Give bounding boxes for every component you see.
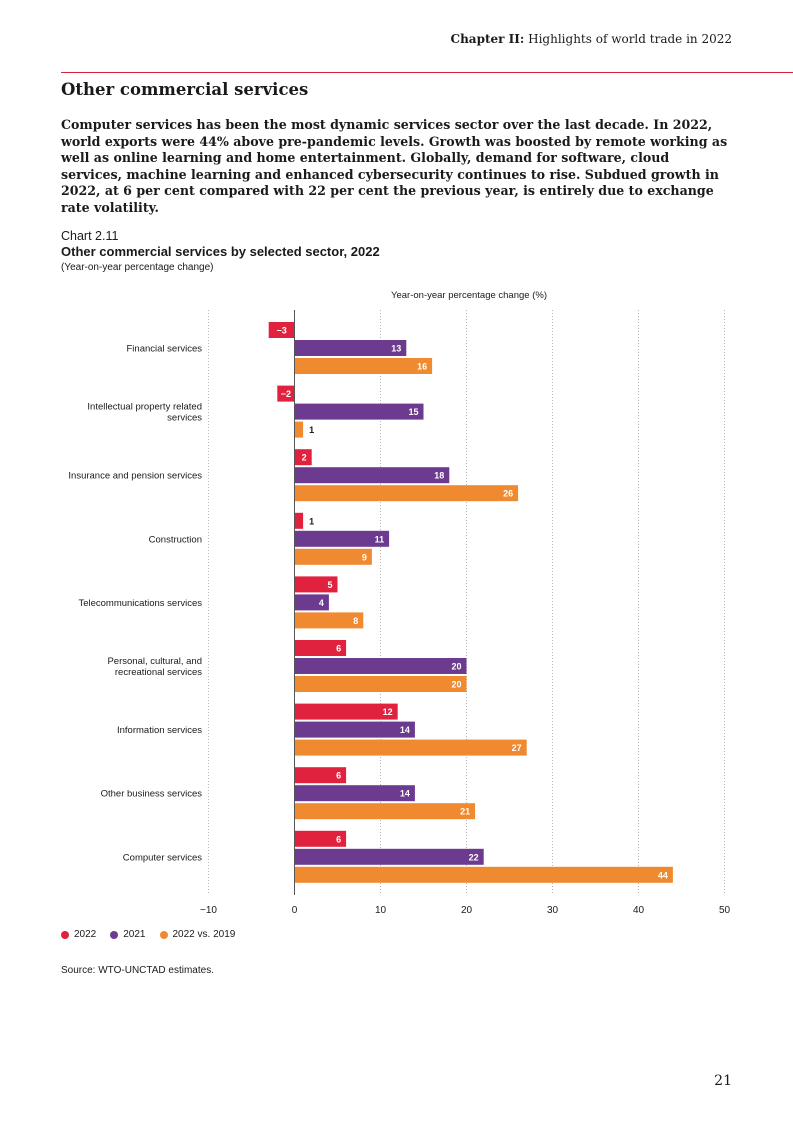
running-header: Chapter II: Highlights of world trade in… — [451, 32, 732, 46]
bar — [294, 403, 424, 420]
legend-label-2021: 2021 — [123, 929, 146, 940]
bar — [294, 739, 527, 756]
legend-item-2022: 2022 — [61, 929, 96, 940]
bar-value-label: 26 — [503, 489, 513, 499]
bar-value-label: 20 — [451, 680, 461, 690]
bar-value-label: 8 — [353, 616, 358, 626]
bar-value-label: 2 — [302, 453, 307, 463]
category-label: Financial services — [127, 344, 203, 355]
bar — [294, 830, 347, 847]
bar — [294, 449, 312, 466]
bar-value-label: 13 — [391, 344, 401, 354]
legend-label-2022: 2022 — [74, 929, 97, 940]
bar — [294, 866, 673, 883]
bar-value-label: 44 — [658, 870, 668, 880]
bar — [294, 640, 347, 656]
category-label: Intellectual property related — [87, 402, 202, 413]
bar-value-label: 21 — [460, 807, 470, 817]
chart-legend: 2022 2021 2022 vs. 2019 — [61, 929, 235, 940]
x-tick-label: 50 — [719, 905, 731, 916]
legend-swatch-2022-vs-2019 — [159, 930, 168, 939]
x-tick-label: 30 — [547, 905, 559, 916]
legend-label-2022-vs-2019: 2022 vs. 2019 — [172, 929, 236, 940]
category-label: recreational services — [115, 667, 202, 678]
section-divider — [61, 72, 793, 73]
bar-value-label: 6 — [336, 644, 341, 654]
category-label: services — [167, 413, 202, 424]
bar-value-label: 4 — [319, 598, 324, 608]
bar-value-label: 5 — [327, 580, 332, 590]
bar — [277, 385, 295, 402]
bar-value-label: 14 — [400, 789, 410, 799]
bar-value-label: 6 — [336, 771, 341, 781]
x-tick-label: 40 — [633, 905, 645, 916]
bar-value-label: 6 — [336, 834, 341, 844]
legend-item-2022-vs-2019: 2022 vs. 2019 — [159, 929, 236, 940]
x-tick-label: −10 — [200, 905, 217, 916]
bar — [294, 676, 467, 692]
bar — [294, 358, 433, 374]
category-label: Construction — [149, 534, 202, 545]
bar — [268, 322, 295, 338]
bar-value-label: 1 — [309, 516, 314, 526]
bar-value-label: 12 — [383, 707, 393, 717]
bar — [294, 767, 347, 784]
bar — [294, 848, 484, 865]
bar — [294, 703, 398, 720]
bar-value-label: 18 — [434, 471, 444, 481]
bar — [294, 340, 407, 356]
chapter-title: Highlights of world trade in 2022 — [528, 32, 732, 46]
category-label: Personal, cultural, and — [107, 656, 202, 667]
page-number: 21 — [714, 1073, 732, 1089]
intro-paragraph: Computer services has been the most dyna… — [61, 117, 728, 215]
bar — [294, 548, 372, 565]
x-tick-label: 20 — [461, 905, 473, 916]
legend-swatch-2021 — [110, 930, 119, 939]
source-note: Source: WTO-UNCTAD estimates. — [61, 965, 214, 976]
bar-value-label: 27 — [512, 743, 522, 753]
bar-value-label: 11 — [375, 534, 385, 544]
bar — [294, 721, 415, 738]
bar — [294, 658, 467, 674]
legend-swatch-2022 — [61, 930, 69, 939]
bar — [294, 612, 364, 629]
bar — [294, 421, 304, 438]
bar-value-label: 16 — [417, 362, 427, 372]
bar-value-label: 20 — [451, 662, 461, 672]
chart-number: Chart 2.11 — [61, 229, 119, 243]
bar — [294, 485, 519, 502]
bar-value-label: 14 — [400, 725, 410, 735]
chapter-label: Chapter II: — [450, 32, 525, 46]
x-tick-label: 0 — [292, 905, 298, 916]
bar — [294, 530, 390, 547]
x-axis-title: Year-on-year percentage change (%) — [391, 290, 547, 301]
category-label: Telecommunications services — [78, 598, 202, 609]
bar-value-label: 15 — [408, 407, 418, 417]
legend-item-2021: 2021 — [110, 929, 146, 940]
bar — [294, 467, 450, 484]
bar-value-label: 9 — [362, 552, 367, 562]
chart-title: Other commercial services by selected se… — [61, 244, 380, 259]
bar — [294, 785, 415, 802]
section-title: Other commercial services — [61, 80, 309, 99]
bar-value-label: −3 — [276, 326, 286, 336]
chart-subtitle: (Year-on-year percentage change) — [61, 262, 214, 273]
bar — [294, 594, 329, 611]
bar-chart: Year-on-year percentage change (%) −10 0 10… — [68, 290, 731, 916]
category-label: Information services — [117, 725, 202, 736]
category-label: Computer services — [123, 852, 202, 863]
bar — [294, 512, 304, 529]
category-label: Other business services — [101, 789, 203, 800]
category-label: Insurance and pension services — [68, 471, 202, 482]
bar-value-label: 22 — [469, 852, 479, 862]
x-tick-label: 10 — [375, 905, 387, 916]
bar-value-label: 1 — [309, 425, 314, 435]
bar-value-label: −2 — [281, 389, 291, 399]
bar — [294, 576, 338, 593]
bar — [294, 803, 476, 820]
